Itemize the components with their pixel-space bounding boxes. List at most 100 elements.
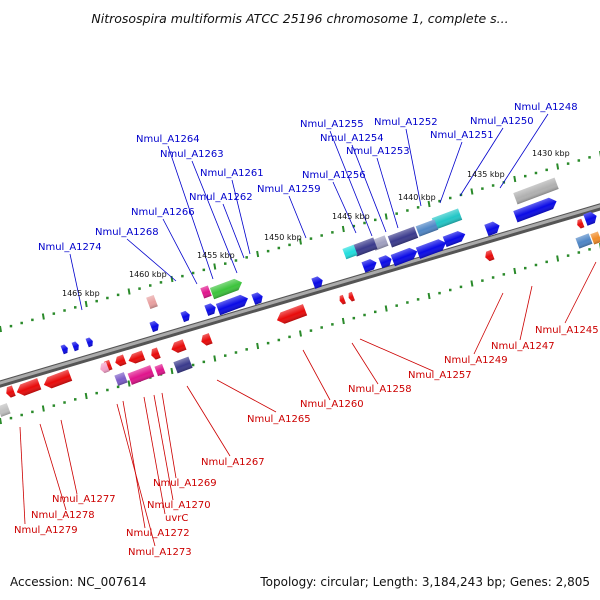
reverse-gene-label: Nmul_A1265 (247, 414, 311, 425)
lower-tick-dot (202, 360, 206, 364)
forward-leader (376, 157, 399, 229)
upper-tick-major (427, 200, 431, 208)
forward-gene-2-shade (484, 221, 500, 237)
gene-labels: Nmul_A1248 Nmul_A1250 Nmul_A1251 Nmul_A1252… (14, 102, 599, 558)
lower-tick-dot (416, 298, 420, 301)
forward-gene-1-shade (513, 177, 559, 205)
reverse-gene-18 (348, 291, 355, 302)
upper-tick-major (84, 300, 88, 308)
upper-tick-dot (374, 218, 377, 222)
upper-tick-dot (395, 212, 398, 215)
reverse-gene-14 (16, 378, 42, 396)
lower-tick-dot (545, 260, 548, 264)
forward-gene-14 (311, 276, 323, 289)
reverse-gene-17 (339, 294, 346, 305)
forward-gene-label: Nmul_A1266 (131, 207, 195, 218)
reverse-gene-16-shade (0, 403, 11, 417)
reverse-gene-6 (114, 372, 128, 386)
reverse-gene-1 (201, 333, 213, 346)
forward-gene-26-shade (575, 233, 593, 249)
upper-tick-dot (363, 221, 366, 225)
lower-tick-dot (9, 416, 13, 420)
forward-gene-0-shade (513, 197, 557, 223)
upper-tick-dot (159, 281, 163, 284)
upper-tick-major (341, 225, 345, 233)
lower-tick-dot (245, 348, 248, 351)
backbone-highlight (0, 204, 600, 385)
reverse-leader (116, 403, 156, 547)
forward-gene-19 (200, 285, 212, 299)
reverse-gene-17-shade (339, 294, 346, 305)
lower-tick-major (341, 317, 345, 325)
upper-tick-dot (406, 209, 409, 212)
reverse-gene-2-shade (171, 339, 187, 353)
forward-gene-14-shade (311, 276, 323, 289)
lower-tick-major (170, 367, 174, 375)
lower-tick-dot (95, 391, 98, 395)
forward-gene-22 (85, 337, 93, 348)
reverse-gene-label: Nmul_A1278 (31, 510, 95, 521)
forward-gene-label: Nmul_A1253 (346, 146, 410, 157)
reverse-leader (122, 400, 146, 529)
gene-track (0, 177, 600, 417)
lower-tick-dot (438, 291, 441, 295)
lower-tick-major (256, 342, 260, 350)
forward-gene-label: Nmul_A1255 (300, 119, 364, 130)
kbp-tick-label: 1440 kbp (398, 193, 436, 202)
upper-tick-dot (74, 306, 77, 309)
forward-leader (288, 195, 307, 239)
forward-gene-3 (442, 231, 466, 248)
lower-tick-dot (491, 276, 495, 279)
upper-tick-dot (52, 312, 56, 315)
reverse-leader (153, 394, 174, 501)
reverse-gene-0-shade (276, 304, 308, 324)
kbp-tick-label: 1455 kbp (197, 251, 235, 260)
upper-tick-dot (588, 156, 591, 159)
reverse-gene-label: Nmul_A1260 (300, 399, 364, 410)
reverse-leader (302, 349, 331, 401)
forward-gene-3-shade (442, 231, 466, 248)
upper-tick-dot (416, 206, 420, 209)
reverse-gene-19-shade (485, 249, 495, 262)
reverse-gene-7 (128, 350, 146, 364)
kbp-tick-label: 1465 kbp (62, 289, 100, 298)
reverse-gene-15 (6, 385, 16, 398)
forward-gene-label: Nmul_A1250 (470, 116, 534, 127)
reverse-gene-label: Nmul_A1269 (153, 478, 217, 489)
forward-leader (439, 141, 463, 204)
upper-tick-dot (266, 249, 270, 253)
reverse-leader (143, 396, 166, 515)
upper-tick-major (513, 175, 517, 183)
genome-summary-text: Topology: circular; Length: 3,184,243 bp… (260, 575, 590, 589)
forward-leader (162, 218, 198, 285)
upper-tick-dot (534, 171, 538, 175)
upper-tick-dot (20, 321, 23, 325)
reverse-gene-label: Nmul_A1267 (201, 457, 265, 468)
forward-leader (405, 128, 422, 207)
reverse-gene-15-shade (6, 385, 16, 398)
reverse-gene-label: uvrC (165, 513, 188, 524)
kbp-tick-label: 1430 kbp (532, 149, 570, 158)
forward-gene-4-shade (431, 208, 463, 230)
reverse-gene-20 (577, 218, 585, 229)
forward-gene-5-shade (415, 219, 439, 237)
lower-tick-dot (502, 273, 506, 276)
forward-gene-24 (60, 344, 68, 355)
forward-gene-label: Nmul_A1268 (95, 227, 159, 238)
lower-tick-dot (481, 279, 484, 282)
upper-tick-dot (352, 224, 356, 228)
reverse-gene-10 (100, 361, 110, 374)
lower-tick-dot (459, 285, 463, 289)
lower-tick-dot (406, 301, 409, 304)
forward-gene-label: Nmul_A1248 (514, 102, 578, 113)
lower-tick-dot (63, 401, 66, 404)
accession-text: Accession: NC_007614 (10, 575, 147, 589)
upper-tick-dot (277, 246, 281, 250)
forward-gene-10 (342, 244, 358, 260)
reverse-gene-label: Nmul_A1249 (444, 355, 508, 366)
upper-tick-dot (491, 184, 495, 187)
forward-gene-6-shade (415, 239, 447, 259)
reverse-leader (351, 342, 379, 385)
reverse-leader (161, 392, 177, 479)
